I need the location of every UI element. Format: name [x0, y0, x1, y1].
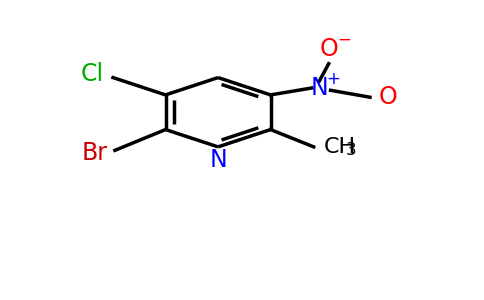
- Text: Br: Br: [81, 141, 107, 165]
- Text: N: N: [209, 148, 227, 172]
- Text: +: +: [327, 70, 341, 88]
- Text: −: −: [337, 31, 351, 49]
- Text: CH: CH: [324, 137, 356, 157]
- Text: 3: 3: [346, 141, 356, 159]
- Text: Cl: Cl: [81, 62, 104, 86]
- Text: O: O: [319, 37, 338, 61]
- Text: O: O: [378, 85, 397, 109]
- Text: N: N: [310, 76, 328, 100]
